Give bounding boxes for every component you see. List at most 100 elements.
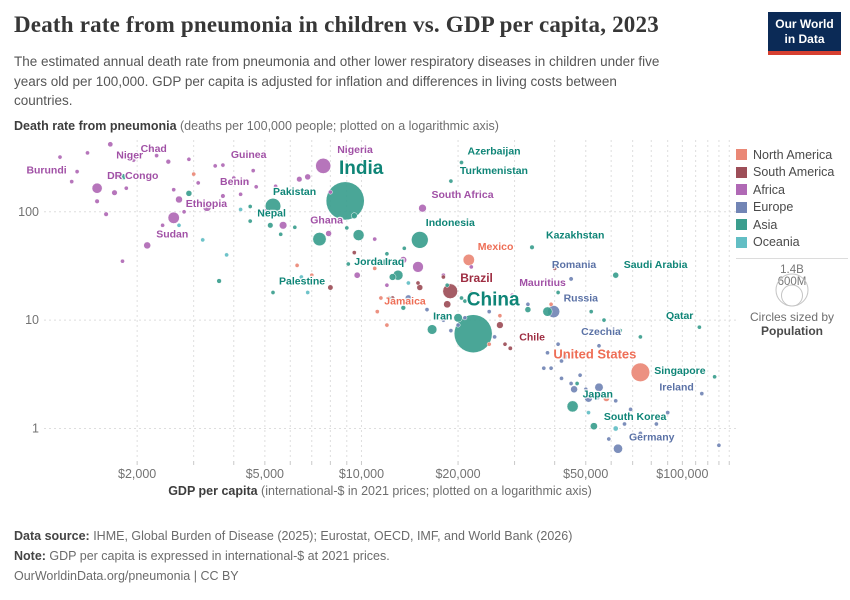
data-point[interactable] <box>296 176 303 183</box>
data-point[interactable] <box>247 204 253 209</box>
footer-license-link[interactable]: OurWorldinData.org/pneumonia | CC BY <box>14 568 239 583</box>
legend-item-asia[interactable]: Asia <box>736 216 850 234</box>
data-point-palestine[interactable]: Palestine <box>270 290 276 295</box>
data-point[interactable] <box>123 185 129 191</box>
data-point[interactable] <box>570 385 578 394</box>
data-point-south-korea[interactable]: South Korea <box>590 422 598 431</box>
data-point[interactable] <box>586 410 591 415</box>
data-point[interactable] <box>453 313 463 323</box>
data-point-azerbaijan[interactable]: Azerbaijan <box>459 160 464 165</box>
data-point-indonesia[interactable]: Indonesia <box>411 231 429 249</box>
data-point-kazakhstan[interactable]: Kazakhstan <box>529 244 535 250</box>
data-point[interactable] <box>486 341 492 347</box>
data-point[interactable] <box>568 381 574 386</box>
data-point-iraq[interactable]: Iraq <box>388 273 397 281</box>
data-point[interactable] <box>524 306 532 313</box>
data-point-jamaica[interactable]: Jamaica <box>374 309 380 314</box>
data-point[interactable] <box>224 252 229 258</box>
data-point[interactable] <box>200 237 206 243</box>
data-point-qatar[interactable]: Qatar <box>697 324 702 330</box>
data-point[interactable] <box>405 294 412 302</box>
data-point[interactable] <box>262 208 268 214</box>
data-point-united-states[interactable]: United States <box>630 362 650 382</box>
data-point[interactable] <box>299 274 304 280</box>
legend-item-oceania[interactable]: Oceania <box>736 234 850 252</box>
legend-item-europe[interactable]: Europe <box>736 199 850 217</box>
data-point[interactable] <box>57 154 63 160</box>
data-point[interactable] <box>351 212 358 219</box>
data-point-jordan[interactable]: Jordan <box>345 261 351 267</box>
data-point-romania[interactable]: Romania <box>568 276 574 282</box>
data-point[interactable] <box>160 222 165 228</box>
data-point-czechia[interactable]: Czechia <box>596 343 602 349</box>
data-point[interactable] <box>74 169 80 174</box>
data-point[interactable] <box>588 309 594 314</box>
data-point[interactable] <box>455 322 461 328</box>
data-point[interactable] <box>574 381 580 386</box>
data-point[interactable] <box>541 365 547 371</box>
data-point-singapore[interactable]: Singapore <box>712 374 717 380</box>
data-point[interactable] <box>502 341 508 347</box>
data-point[interactable] <box>602 394 610 402</box>
data-point[interactable] <box>384 251 390 257</box>
data-point[interactable] <box>176 222 182 228</box>
data-point[interactable] <box>525 301 531 307</box>
data-point[interactable] <box>412 261 424 273</box>
data-point-mexico[interactable]: Mexico <box>462 253 475 266</box>
data-point[interactable] <box>278 231 284 237</box>
data-point[interactable] <box>486 309 492 314</box>
data-point[interactable] <box>545 350 550 356</box>
data-point[interactable] <box>665 410 671 415</box>
data-point[interactable] <box>216 278 222 284</box>
data-point[interactable] <box>351 250 357 255</box>
data-point-nepal[interactable]: Nepal <box>267 222 274 229</box>
data-point[interactable] <box>384 322 390 328</box>
data-point[interactable] <box>548 365 554 371</box>
data-point[interactable] <box>202 202 212 212</box>
data-point[interactable] <box>496 321 504 329</box>
data-point-pakistan[interactable]: Pakistan <box>264 198 282 215</box>
data-point[interactable] <box>555 341 561 347</box>
data-point[interactable] <box>583 386 589 392</box>
data-point-ethiopia[interactable]: Ethiopia <box>167 211 180 224</box>
data-point-india[interactable]: India <box>325 181 365 221</box>
data-point[interactable] <box>292 224 298 230</box>
data-point[interactable] <box>191 171 197 177</box>
data-point-mauritius[interactable]: Mauritius <box>509 292 515 298</box>
data-point[interactable] <box>617 328 623 333</box>
data-point[interactable] <box>448 328 454 333</box>
data-point[interactable] <box>344 225 350 231</box>
data-point[interactable] <box>577 372 583 378</box>
data-point[interactable] <box>94 198 100 204</box>
data-point-saudi-arabia[interactable]: Saudi Arabia <box>612 271 619 279</box>
data-point[interactable] <box>181 209 187 215</box>
data-point-japan[interactable]: Japan <box>566 400 579 413</box>
data-point[interactable] <box>312 232 327 247</box>
data-point-turkmenistan[interactable]: Turkmenistan <box>448 178 454 184</box>
data-point[interactable] <box>441 274 446 280</box>
data-point[interactable] <box>654 421 659 427</box>
legend-item-south-america[interactable]: South America <box>736 164 850 182</box>
data-point[interactable] <box>497 313 503 319</box>
legend-item-north-america[interactable]: North America <box>736 146 850 164</box>
data-point[interactable] <box>103 211 109 217</box>
data-point[interactable] <box>622 421 627 427</box>
data-point[interactable] <box>406 280 411 286</box>
data-point[interactable] <box>638 334 643 340</box>
data-point[interactable] <box>613 398 619 404</box>
owid-logo[interactable]: Our World in Data <box>768 12 841 55</box>
data-point[interactable] <box>154 153 159 158</box>
data-point[interactable] <box>424 307 430 312</box>
data-point[interactable] <box>120 258 125 264</box>
data-point-brazil[interactable]: Brazil <box>442 283 458 299</box>
data-point[interactable] <box>441 317 446 323</box>
data-point[interactable] <box>294 263 300 268</box>
data-point[interactable] <box>492 334 497 340</box>
data-point[interactable] <box>175 195 183 204</box>
data-point[interactable] <box>399 256 407 264</box>
data-point-burundi[interactable]: Burundi <box>69 179 75 184</box>
data-point-germany[interactable]: Germany <box>613 443 623 454</box>
data-point-iran[interactable]: Iran <box>427 324 438 335</box>
data-point[interactable] <box>304 173 311 181</box>
data-point[interactable] <box>244 178 250 185</box>
